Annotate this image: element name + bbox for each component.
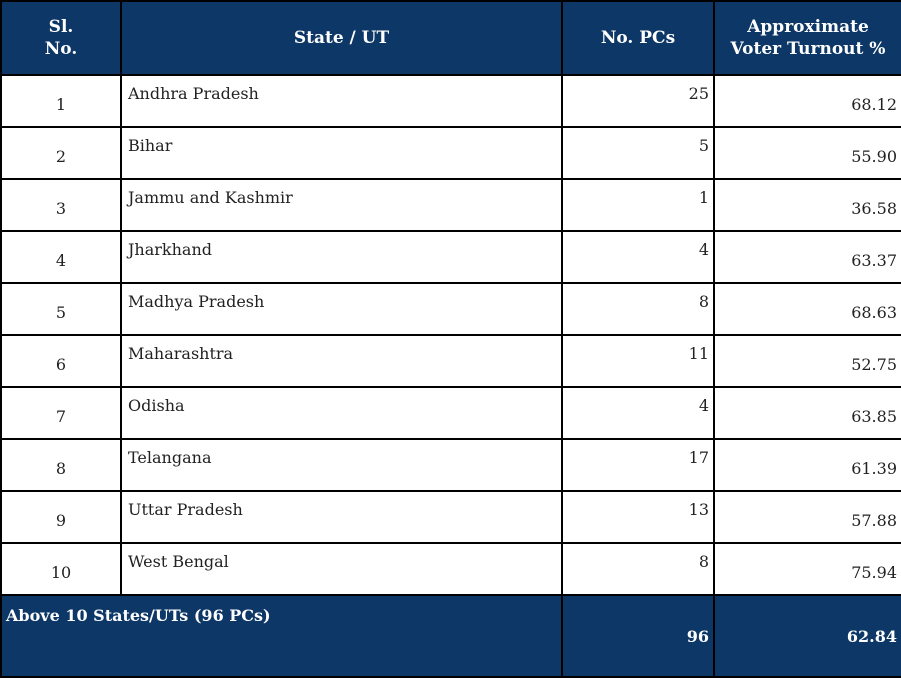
total-label: Above 10 States/UTs (96 PCs) — [0, 594, 563, 678]
cell-state: Uttar Pradesh — [120, 490, 563, 544]
cell-turnout: 63.37 — [713, 230, 901, 284]
cell-no-pcs: 11 — [561, 334, 715, 388]
cell-turnout: 63.85 — [713, 386, 901, 440]
cell-state: Odisha — [120, 386, 563, 440]
cell-turnout: 57.88 — [713, 490, 901, 544]
table-row: 2 Bihar 5 55.90 — [0, 126, 901, 180]
cell-no-pcs: 13 — [561, 490, 715, 544]
total-turnout: 62.84 — [713, 594, 901, 678]
cell-sl-no: 2 — [0, 126, 122, 180]
cell-no-pcs: 25 — [561, 74, 715, 128]
cell-state: West Bengal — [120, 542, 563, 596]
cell-sl-no: 8 — [0, 438, 122, 492]
cell-sl-no: 7 — [0, 386, 122, 440]
total-row: Above 10 States/UTs (96 PCs) 96 62.84 — [0, 594, 901, 678]
cell-no-pcs: 8 — [561, 542, 715, 596]
cell-state: Jharkhand — [120, 230, 563, 284]
cell-state: Bihar — [120, 126, 563, 180]
header-no-pcs: No. PCs — [561, 0, 715, 76]
cell-turnout: 68.12 — [713, 74, 901, 128]
cell-turnout: 55.90 — [713, 126, 901, 180]
cell-state: Jammu and Kashmir — [120, 178, 563, 232]
cell-state: Andhra Pradesh — [120, 74, 563, 128]
header-state: State / UT — [120, 0, 563, 76]
cell-turnout: 68.63 — [713, 282, 901, 336]
cell-sl-no: 3 — [0, 178, 122, 232]
header-turnout-line2: Voter Turnout % — [730, 39, 886, 59]
cell-no-pcs: 8 — [561, 282, 715, 336]
table-row: 10 West Bengal 8 75.94 — [0, 542, 901, 596]
cell-no-pcs: 4 — [561, 386, 715, 440]
table-body: 1 Andhra Pradesh 25 68.12 2 Bihar 5 55.90 3 Jammu… — [0, 74, 901, 596]
cell-sl-no: 4 — [0, 230, 122, 284]
cell-turnout: 36.58 — [713, 178, 901, 232]
table-row: 3 Jammu and Kashmir 1 36.58 — [0, 178, 901, 232]
cell-turnout: 75.94 — [713, 542, 901, 596]
cell-turnout: 52.75 — [713, 334, 901, 388]
table-row: 5 Madhya Pradesh 8 68.63 — [0, 282, 901, 336]
table-row: 7 Odisha 4 63.85 — [0, 386, 901, 440]
table-row: 1 Andhra Pradesh 25 68.12 — [0, 74, 901, 128]
cell-sl-no: 5 — [0, 282, 122, 336]
table-row: 4 Jharkhand 4 63.37 — [0, 230, 901, 284]
table-row: 8 Telangana 17 61.39 — [0, 438, 901, 492]
cell-sl-no: 10 — [0, 542, 122, 596]
cell-sl-no: 6 — [0, 334, 122, 388]
cell-no-pcs: 17 — [561, 438, 715, 492]
total-pcs: 96 — [561, 594, 715, 678]
table-row: 6 Maharashtra 11 52.75 — [0, 334, 901, 388]
cell-no-pcs: 4 — [561, 230, 715, 284]
header-voter-turnout: Approximate Voter Turnout % — [713, 0, 901, 76]
cell-no-pcs: 1 — [561, 178, 715, 232]
header-turnout-line1: Approximate — [747, 17, 869, 37]
cell-state: Maharashtra — [120, 334, 563, 388]
cell-sl-no: 9 — [0, 490, 122, 544]
cell-no-pcs: 5 — [561, 126, 715, 180]
table-row: 9 Uttar Pradesh 13 57.88 — [0, 490, 901, 544]
cell-sl-no: 1 — [0, 74, 122, 128]
cell-turnout: 61.39 — [713, 438, 901, 492]
header-row: Sl. No. State / UT No. PCs Approximate V… — [0, 0, 901, 76]
cell-state: Madhya Pradesh — [120, 282, 563, 336]
header-sl-no: Sl. No. — [0, 0, 122, 76]
cell-state: Telangana — [120, 438, 563, 492]
